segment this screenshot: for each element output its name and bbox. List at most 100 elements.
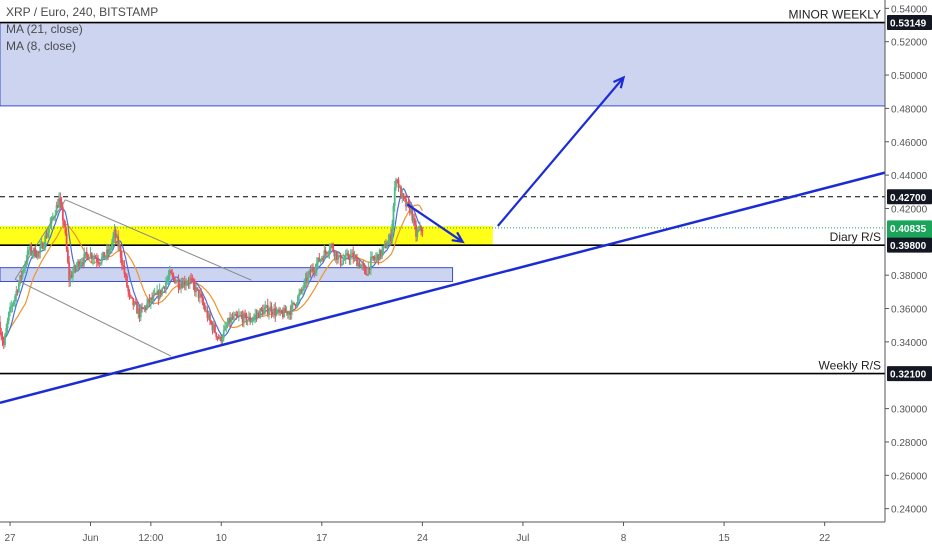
candle-body-13 xyxy=(15,290,18,297)
candle-body-322 xyxy=(403,196,406,199)
candle-body-282 xyxy=(353,256,356,260)
candle-body-314 xyxy=(393,187,396,206)
moving-averages-layer xyxy=(0,187,423,340)
candle-body-252 xyxy=(315,263,318,271)
candle-body-273 xyxy=(342,260,345,264)
candle-body-115 xyxy=(143,306,146,309)
candle-body-77 xyxy=(95,258,98,262)
candle-body-92 xyxy=(114,229,117,238)
candle-body-231 xyxy=(289,311,292,315)
candle-body-66 xyxy=(82,262,84,264)
candle-body-306 xyxy=(383,243,386,246)
candle-body-295 xyxy=(369,257,372,270)
candle-body-257 xyxy=(322,258,324,261)
candle-body-286 xyxy=(358,262,361,268)
candle-body-71 xyxy=(88,257,91,260)
candle-body-302 xyxy=(378,249,381,261)
candle-body-47 xyxy=(58,198,60,208)
candle-body-163 xyxy=(204,305,206,311)
candle-body-122 xyxy=(152,295,155,300)
candle-body-95 xyxy=(118,246,121,248)
candle-body-234 xyxy=(293,302,296,305)
candle-body-48 xyxy=(59,198,62,203)
y-tick-label-9: 0.34000 xyxy=(891,338,928,349)
ma8-line xyxy=(0,187,423,340)
candle-body-137 xyxy=(171,273,174,275)
candle-body-190 xyxy=(237,315,240,317)
price-tags-layer: 0.531490.427000.4083502:55:160.398000.32… xyxy=(887,15,932,382)
level-note-4: Weekly R/S xyxy=(819,359,881,373)
symbol-title: XRP / Euro, 240, BITSTAMP xyxy=(6,5,159,19)
candle-body-51 xyxy=(63,220,66,225)
candle-body-159 xyxy=(198,293,201,298)
candle-body-4 xyxy=(4,334,6,345)
candle-body-111 xyxy=(138,308,141,318)
candle-body-89 xyxy=(110,242,113,249)
candle-body-184 xyxy=(230,317,233,323)
candle-body-67 xyxy=(83,253,86,263)
projection-arrow-big xyxy=(496,76,625,227)
candle-body-42 xyxy=(51,217,54,219)
candle-body-311 xyxy=(390,234,392,242)
candle-body-277 xyxy=(347,253,350,258)
candle-body-119 xyxy=(148,299,151,303)
candle-body-245 xyxy=(307,275,309,283)
candle-body-239 xyxy=(299,289,302,294)
candle-body-130 xyxy=(162,286,165,289)
candle-body-199 xyxy=(249,316,252,323)
candle-body-248 xyxy=(310,268,313,273)
candle-body-232 xyxy=(290,304,293,315)
candle-body-191 xyxy=(239,315,242,317)
candle-body-202 xyxy=(253,317,255,320)
candle-body-25 xyxy=(30,246,33,254)
candle-body-100 xyxy=(124,274,127,277)
candle-body-193 xyxy=(241,315,244,323)
candle-body-41 xyxy=(50,217,53,224)
candle-body-149 xyxy=(186,282,189,284)
candle-body-237 xyxy=(297,296,299,304)
candle-body-155 xyxy=(193,284,196,292)
candle-body-329 xyxy=(412,218,415,221)
price-tag-1 xyxy=(887,189,932,205)
candle-body-34 xyxy=(41,243,44,250)
candle-body-298 xyxy=(373,258,376,260)
candle-body-195 xyxy=(244,313,247,315)
candle-body-128 xyxy=(160,289,162,295)
candle-body-148 xyxy=(185,283,187,286)
candle-body-55 xyxy=(68,262,71,281)
candle-body-81 xyxy=(100,256,103,263)
candle-body-79 xyxy=(98,262,101,264)
main-trendline xyxy=(0,171,886,404)
price-axis-bg xyxy=(885,0,932,550)
candle-body-296 xyxy=(371,256,374,258)
candle-body-113 xyxy=(141,307,143,309)
candle-body-176 xyxy=(220,336,223,342)
candle-body-56 xyxy=(69,275,72,281)
candle-body-75 xyxy=(93,257,96,259)
y-tick-label-12: 0.26000 xyxy=(891,471,928,482)
projection-arrow-big-head xyxy=(613,75,626,89)
candle-body-28 xyxy=(34,248,37,257)
candle-body-76 xyxy=(94,257,97,259)
candle-body-120 xyxy=(149,297,152,303)
candle-body-8 xyxy=(9,307,11,313)
candle-body-141 xyxy=(176,280,179,282)
candle-body-29 xyxy=(35,256,38,258)
zones-layer xyxy=(0,22,886,283)
candle-body-151 xyxy=(188,278,191,284)
x-tick-label-6: Jul xyxy=(517,533,530,544)
candle-body-185 xyxy=(231,317,234,320)
candle-body-16 xyxy=(19,275,22,284)
candle-body-227 xyxy=(284,308,287,313)
price-tag-3 xyxy=(887,237,932,253)
candle-body-49 xyxy=(60,202,63,208)
candle-body-269 xyxy=(337,255,340,260)
price-tag-text-3: 0.39800 xyxy=(890,241,927,252)
candle-body-219 xyxy=(274,308,277,316)
candle-body-217 xyxy=(271,313,274,315)
candle-body-309 xyxy=(387,240,390,246)
candle-body-10 xyxy=(11,304,14,307)
